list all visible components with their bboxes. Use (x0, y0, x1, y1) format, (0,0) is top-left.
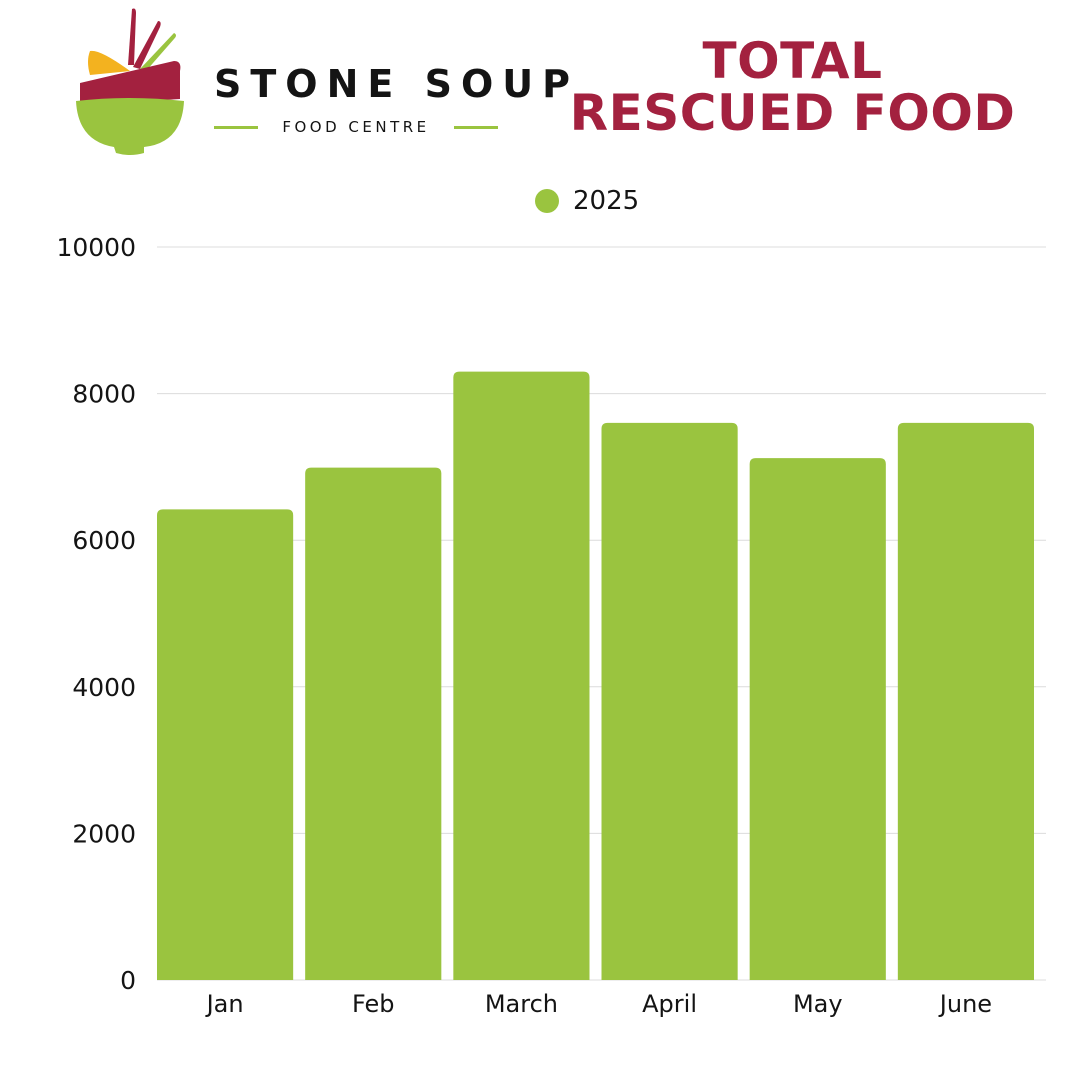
logo-bowl-icon (76, 8, 184, 155)
brand-name: STONE SOUP (214, 62, 579, 106)
x-tick-label: Jan (205, 990, 244, 1018)
y-tick-label: 8000 (72, 380, 136, 409)
y-tick-label: 4000 (72, 673, 136, 702)
bar-feb (305, 467, 442, 980)
bar-june (897, 422, 1034, 980)
x-tick-label: Feb (352, 990, 395, 1018)
x-tick-label: May (793, 990, 843, 1018)
brand-divider-left (214, 125, 258, 129)
bar-jan (157, 509, 294, 980)
brand-subtitle-row: FOOD CENTRE (214, 116, 498, 138)
x-tick-label: June (938, 990, 992, 1018)
y-tick-label: 10000 (56, 233, 136, 262)
chart-title-line-1: TOTAL (702, 32, 883, 90)
x-tick-label: March (485, 990, 558, 1018)
x-tick-label: April (642, 990, 697, 1018)
legend-label: 2025 (573, 186, 640, 216)
brand-divider-right (453, 125, 498, 129)
chart-title: TOTAL RESCUED FOOD (560, 35, 1025, 139)
y-tick-label: 2000 (72, 819, 136, 848)
chart-legend: 2025 (535, 186, 639, 216)
bar-may (749, 458, 886, 980)
brand-subtitle: FOOD CENTRE (282, 118, 430, 136)
bar-april (601, 422, 738, 980)
bar-march (453, 371, 590, 980)
y-tick-label: 6000 (72, 526, 136, 555)
y-tick-label: 0 (120, 966, 136, 995)
legend-swatch (535, 189, 559, 213)
chart-title-line-2: RESCUED FOOD (569, 84, 1016, 142)
